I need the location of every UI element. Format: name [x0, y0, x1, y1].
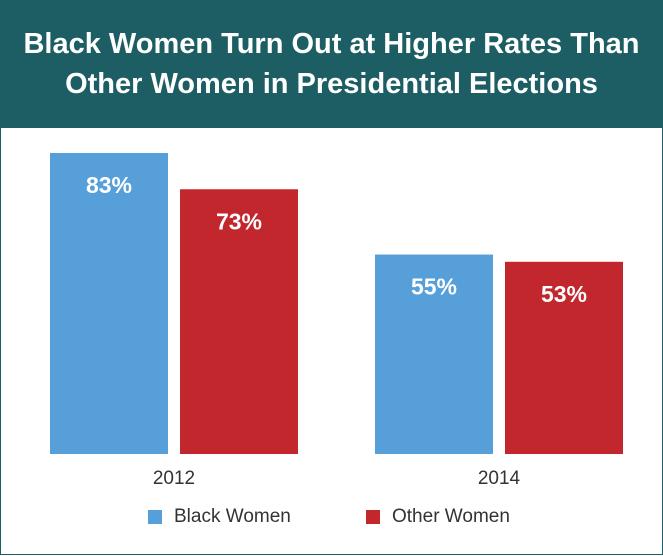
x-tick-label-2012: 2012 [153, 468, 195, 489]
chart-title: Black Women Turn Out at Higher Rates Tha… [23, 28, 640, 100]
legend-label-black-women: Black Women [174, 506, 291, 527]
legend-item-other-women: Other Women [366, 506, 510, 528]
bar-black-women-2012 [50, 153, 168, 454]
data-label-other-women-2014: 53% [541, 281, 587, 307]
data-label-black-women-2014: 55% [411, 274, 457, 300]
legend-swatch-other-women [366, 510, 380, 524]
data-label-other-women-2012: 73% [216, 208, 262, 234]
x-tick-label-2014: 2014 [478, 468, 521, 489]
bar-chart: 83% 73% 2012 55% 53% 2014 [50, 153, 623, 489]
data-label-black-women-2012: 83% [86, 172, 132, 198]
legend-item-black-women: Black Women [148, 506, 291, 528]
legend-swatch-black-women [148, 510, 162, 524]
legend: Black Women Other Women [0, 506, 663, 536]
chart-header: Black Women Turn Out at Higher Rates Tha… [0, 0, 663, 128]
bar-other-women-2014 [505, 261, 623, 454]
bar-other-women-2012 [180, 189, 298, 454]
bar-black-women-2014 [375, 254, 493, 454]
legend-label-other-women: Other Women [392, 506, 510, 527]
